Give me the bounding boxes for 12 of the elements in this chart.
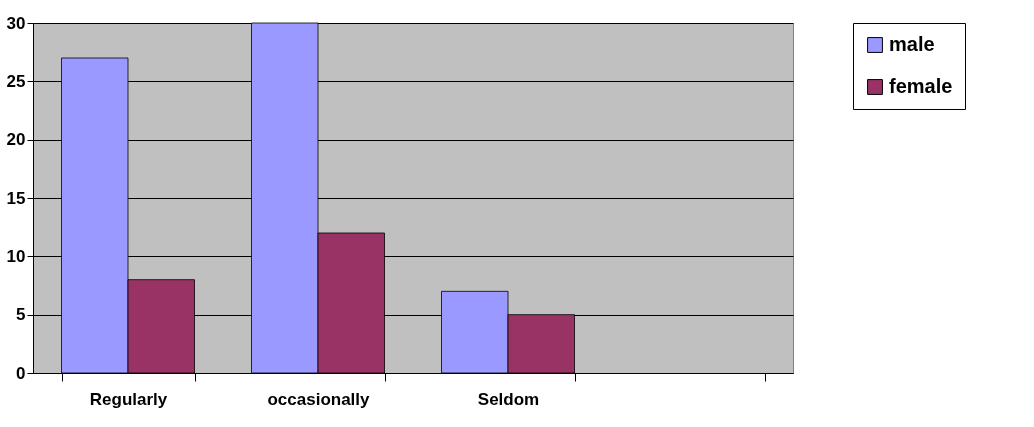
legend-label: male: [889, 33, 935, 55]
y-tick-label: 10: [6, 246, 26, 266]
y-tick-label: 0: [16, 363, 26, 383]
y-tick-label: 15: [6, 188, 26, 208]
x-tick-label: occasionally: [267, 389, 371, 409]
x-tick-label: Seldom: [477, 389, 540, 409]
y-tick-label: 5: [16, 305, 26, 325]
y-tick-label: 20: [6, 130, 26, 150]
y-tick-label: 25: [6, 71, 26, 91]
x-tick-label: Regularly: [89, 389, 168, 409]
legend-label: female: [889, 75, 953, 97]
y-tick-label: 30: [6, 13, 26, 33]
